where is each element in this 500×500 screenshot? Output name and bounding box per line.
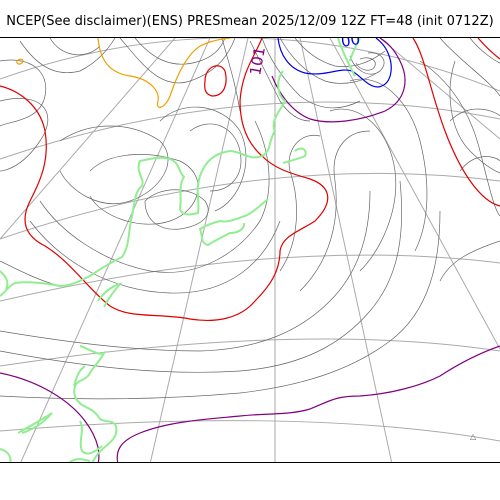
isobar-label: 00 (340, 38, 362, 51)
isobars-gray (0, 38, 500, 400)
map-title: NCEP(See disclaimer)(ENS) PRESmean 2025/… (6, 14, 494, 29)
coastlines (0, 38, 361, 462)
contour-red (0, 38, 500, 322)
pressure-map: 101 00 △ (0, 37, 500, 463)
graticule-meridians (0, 38, 500, 462)
triangle-icon: △ (470, 432, 477, 441)
contour-purple (0, 38, 500, 462)
contour-blue (277, 38, 392, 88)
isobar-label: 101 (246, 45, 269, 76)
map-canvas: 101 00 △ (0, 38, 500, 462)
contour-orange (16, 38, 231, 108)
